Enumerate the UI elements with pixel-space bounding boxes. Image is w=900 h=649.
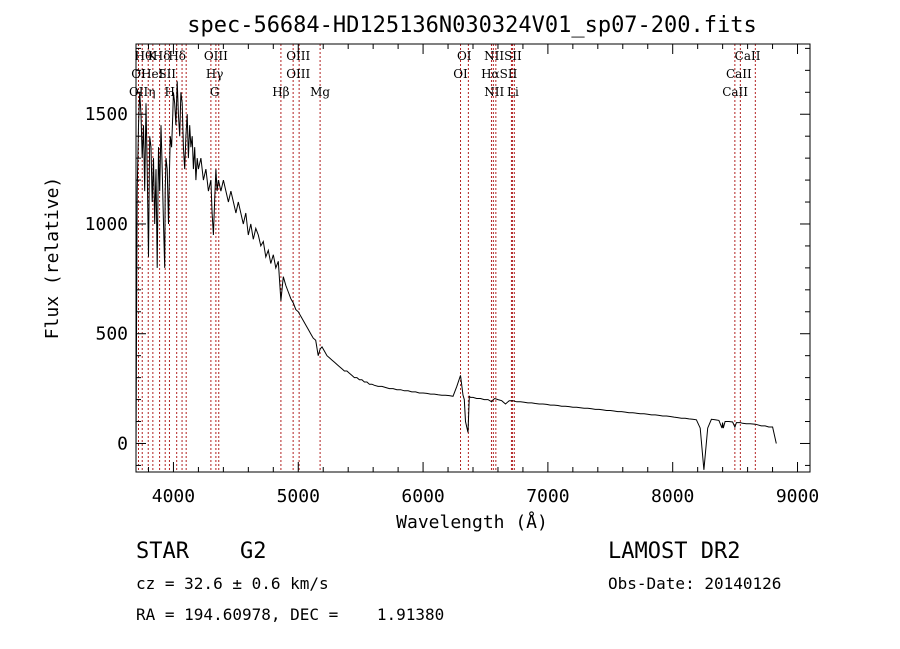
line-label: CaII	[726, 67, 752, 81]
y-axis: 0 500 1000 1500	[85, 47, 810, 466]
survey-name: LAMOST DR2	[608, 539, 740, 564]
line-label: CaII	[735, 49, 761, 63]
plot-frame	[135, 43, 811, 473]
x-tick-label: 4000	[152, 486, 195, 507]
line-label: OI	[453, 67, 468, 81]
y-axis-label: Flux (relative)	[42, 177, 63, 340]
line-label: OI	[457, 49, 472, 63]
line-label: Hβ	[272, 85, 289, 99]
line-label: CaII	[722, 85, 748, 99]
redshift-cz: cz = 32.6 ± 0.6 km/s	[136, 574, 329, 593]
obs-date: Obs-Date: 20140126	[608, 574, 781, 593]
object-class: STAR	[136, 539, 190, 564]
line-label: OIII	[286, 49, 310, 63]
x-tick-label: 7000	[526, 486, 569, 507]
y-tick-label: 1000	[85, 214, 128, 235]
line-label: Hθ	[135, 49, 153, 63]
line-label: HαSII	[481, 67, 518, 81]
line-label: G	[210, 85, 220, 99]
x-axis: 4000 5000 6000 7000 8000 9000	[147, 44, 819, 507]
coordinates: RA = 194.60978, DEC = 1.91380	[136, 605, 444, 624]
line-label: Hδ	[153, 49, 171, 63]
y-tick-label: 1500	[85, 104, 128, 125]
line-label: OIII	[204, 49, 228, 63]
line-label: Hγ	[206, 67, 224, 81]
line-label: NIISII	[484, 49, 522, 63]
y-tick-label: 0	[117, 433, 128, 454]
x-tick-label: 9000	[776, 486, 819, 507]
x-axis-label: Wavelength (Å)	[396, 511, 548, 533]
line-label: OI	[131, 67, 146, 81]
line-label: SII	[158, 67, 176, 81]
line-label: Hδ	[168, 49, 186, 63]
x-tick-label: 8000	[651, 486, 694, 507]
subclass: G2	[240, 539, 267, 564]
y-tick-label: 500	[95, 324, 128, 345]
line-label: OIII	[286, 67, 310, 81]
line-label: K	[148, 49, 158, 63]
spectrum-line	[135, 81, 777, 470]
line-label: OIIη	[129, 85, 156, 99]
line-label: Li	[507, 85, 519, 99]
line-label: Mg	[310, 85, 330, 99]
spectral-line-markers	[137, 44, 756, 472]
line-label: HeI	[141, 67, 164, 81]
line-label: H	[164, 85, 174, 99]
chart-title: spec-56684-HD125136N030324V01_sp07-200.f…	[187, 13, 757, 38]
line-label: NII	[484, 85, 504, 99]
x-tick-label: 5000	[277, 486, 320, 507]
x-tick-label: 6000	[401, 486, 444, 507]
